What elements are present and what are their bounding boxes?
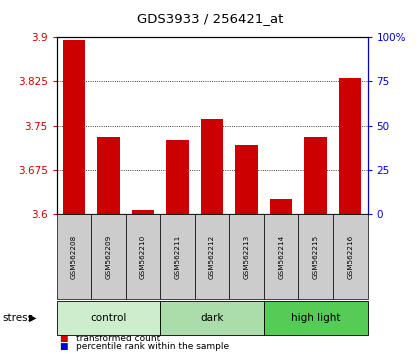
Bar xyxy=(270,199,292,214)
Text: stress: stress xyxy=(2,313,33,322)
Bar xyxy=(132,210,154,214)
Text: control: control xyxy=(90,313,127,322)
Text: GSM562213: GSM562213 xyxy=(244,234,249,279)
Bar xyxy=(304,137,327,214)
Text: GDS3933 / 256421_at: GDS3933 / 256421_at xyxy=(137,12,283,25)
Bar xyxy=(166,141,189,214)
Text: ▶: ▶ xyxy=(29,313,36,322)
Bar xyxy=(201,119,223,214)
Text: GSM562215: GSM562215 xyxy=(313,234,319,279)
Text: GSM562209: GSM562209 xyxy=(105,234,111,279)
Text: transformed count: transformed count xyxy=(76,335,160,343)
Text: percentile rank within the sample: percentile rank within the sample xyxy=(76,342,229,351)
Bar xyxy=(97,137,120,214)
Text: ■: ■ xyxy=(59,342,67,351)
Text: dark: dark xyxy=(200,313,224,322)
Text: GSM562214: GSM562214 xyxy=(278,234,284,279)
Text: GSM562208: GSM562208 xyxy=(71,234,77,279)
Text: GSM562216: GSM562216 xyxy=(347,234,353,279)
Text: GSM562212: GSM562212 xyxy=(209,234,215,279)
Text: ■: ■ xyxy=(59,335,67,343)
Bar xyxy=(236,144,258,214)
Bar xyxy=(339,79,362,214)
Text: GSM562211: GSM562211 xyxy=(175,234,181,279)
Text: high light: high light xyxy=(291,313,341,322)
Text: GSM562210: GSM562210 xyxy=(140,234,146,279)
Bar xyxy=(63,40,85,214)
